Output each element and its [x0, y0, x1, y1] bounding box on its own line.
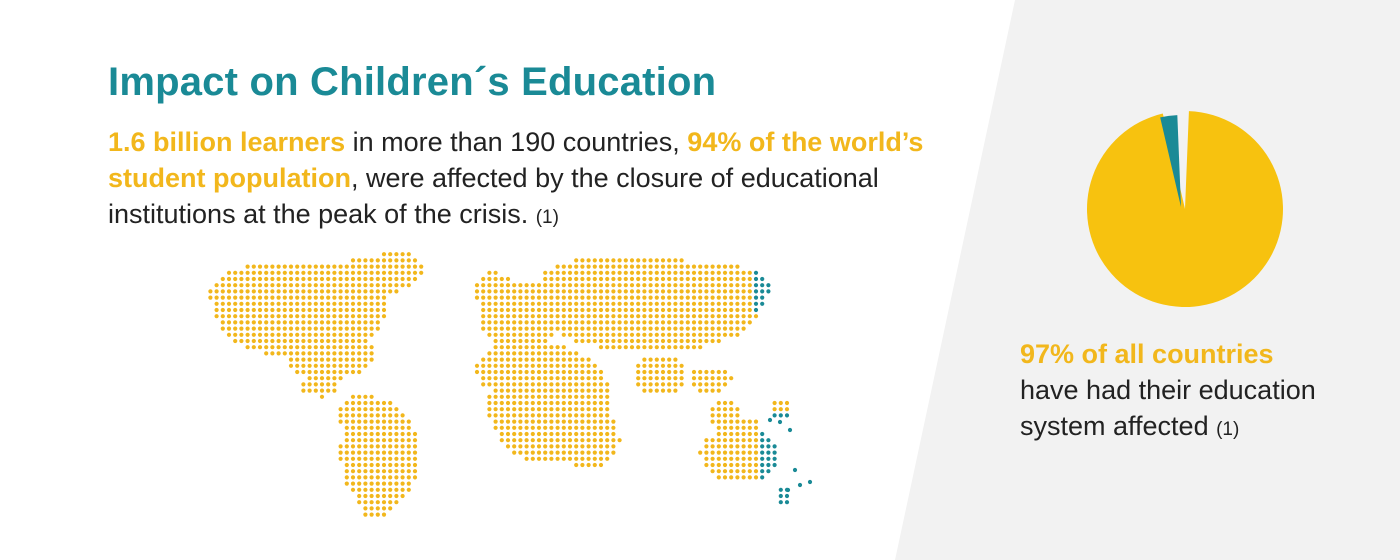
countries-affected-pie-chart [1087, 111, 1283, 307]
page-title: Impact on Children´s Education [108, 60, 717, 104]
pie-slice-not-affected [1160, 115, 1181, 207]
stat-highlight: 97% of all countries [1020, 339, 1274, 369]
lead-text-closure: , were affected by the closure of educat… [108, 163, 879, 229]
pie-slice-affected [1087, 111, 1283, 307]
lead-text-countries: in more than 190 countries, [345, 127, 688, 157]
stat-reference: (1) [1216, 419, 1240, 440]
stat-caption: 97% of all countries have had their educa… [1020, 336, 1380, 448]
lead-reference: (1) [535, 207, 559, 228]
lead-highlight-learners: 1.6 billion learners [108, 127, 346, 157]
stat-line-3: system affected [1020, 411, 1217, 441]
lead-paragraph: 1.6 billion learners in more than 190 co… [108, 124, 928, 236]
lead-highlight-percent: 94% of the world’s student population [108, 127, 924, 193]
world-dot-map-icon [208, 252, 813, 517]
stat-line-2: have had their education [1020, 375, 1316, 405]
